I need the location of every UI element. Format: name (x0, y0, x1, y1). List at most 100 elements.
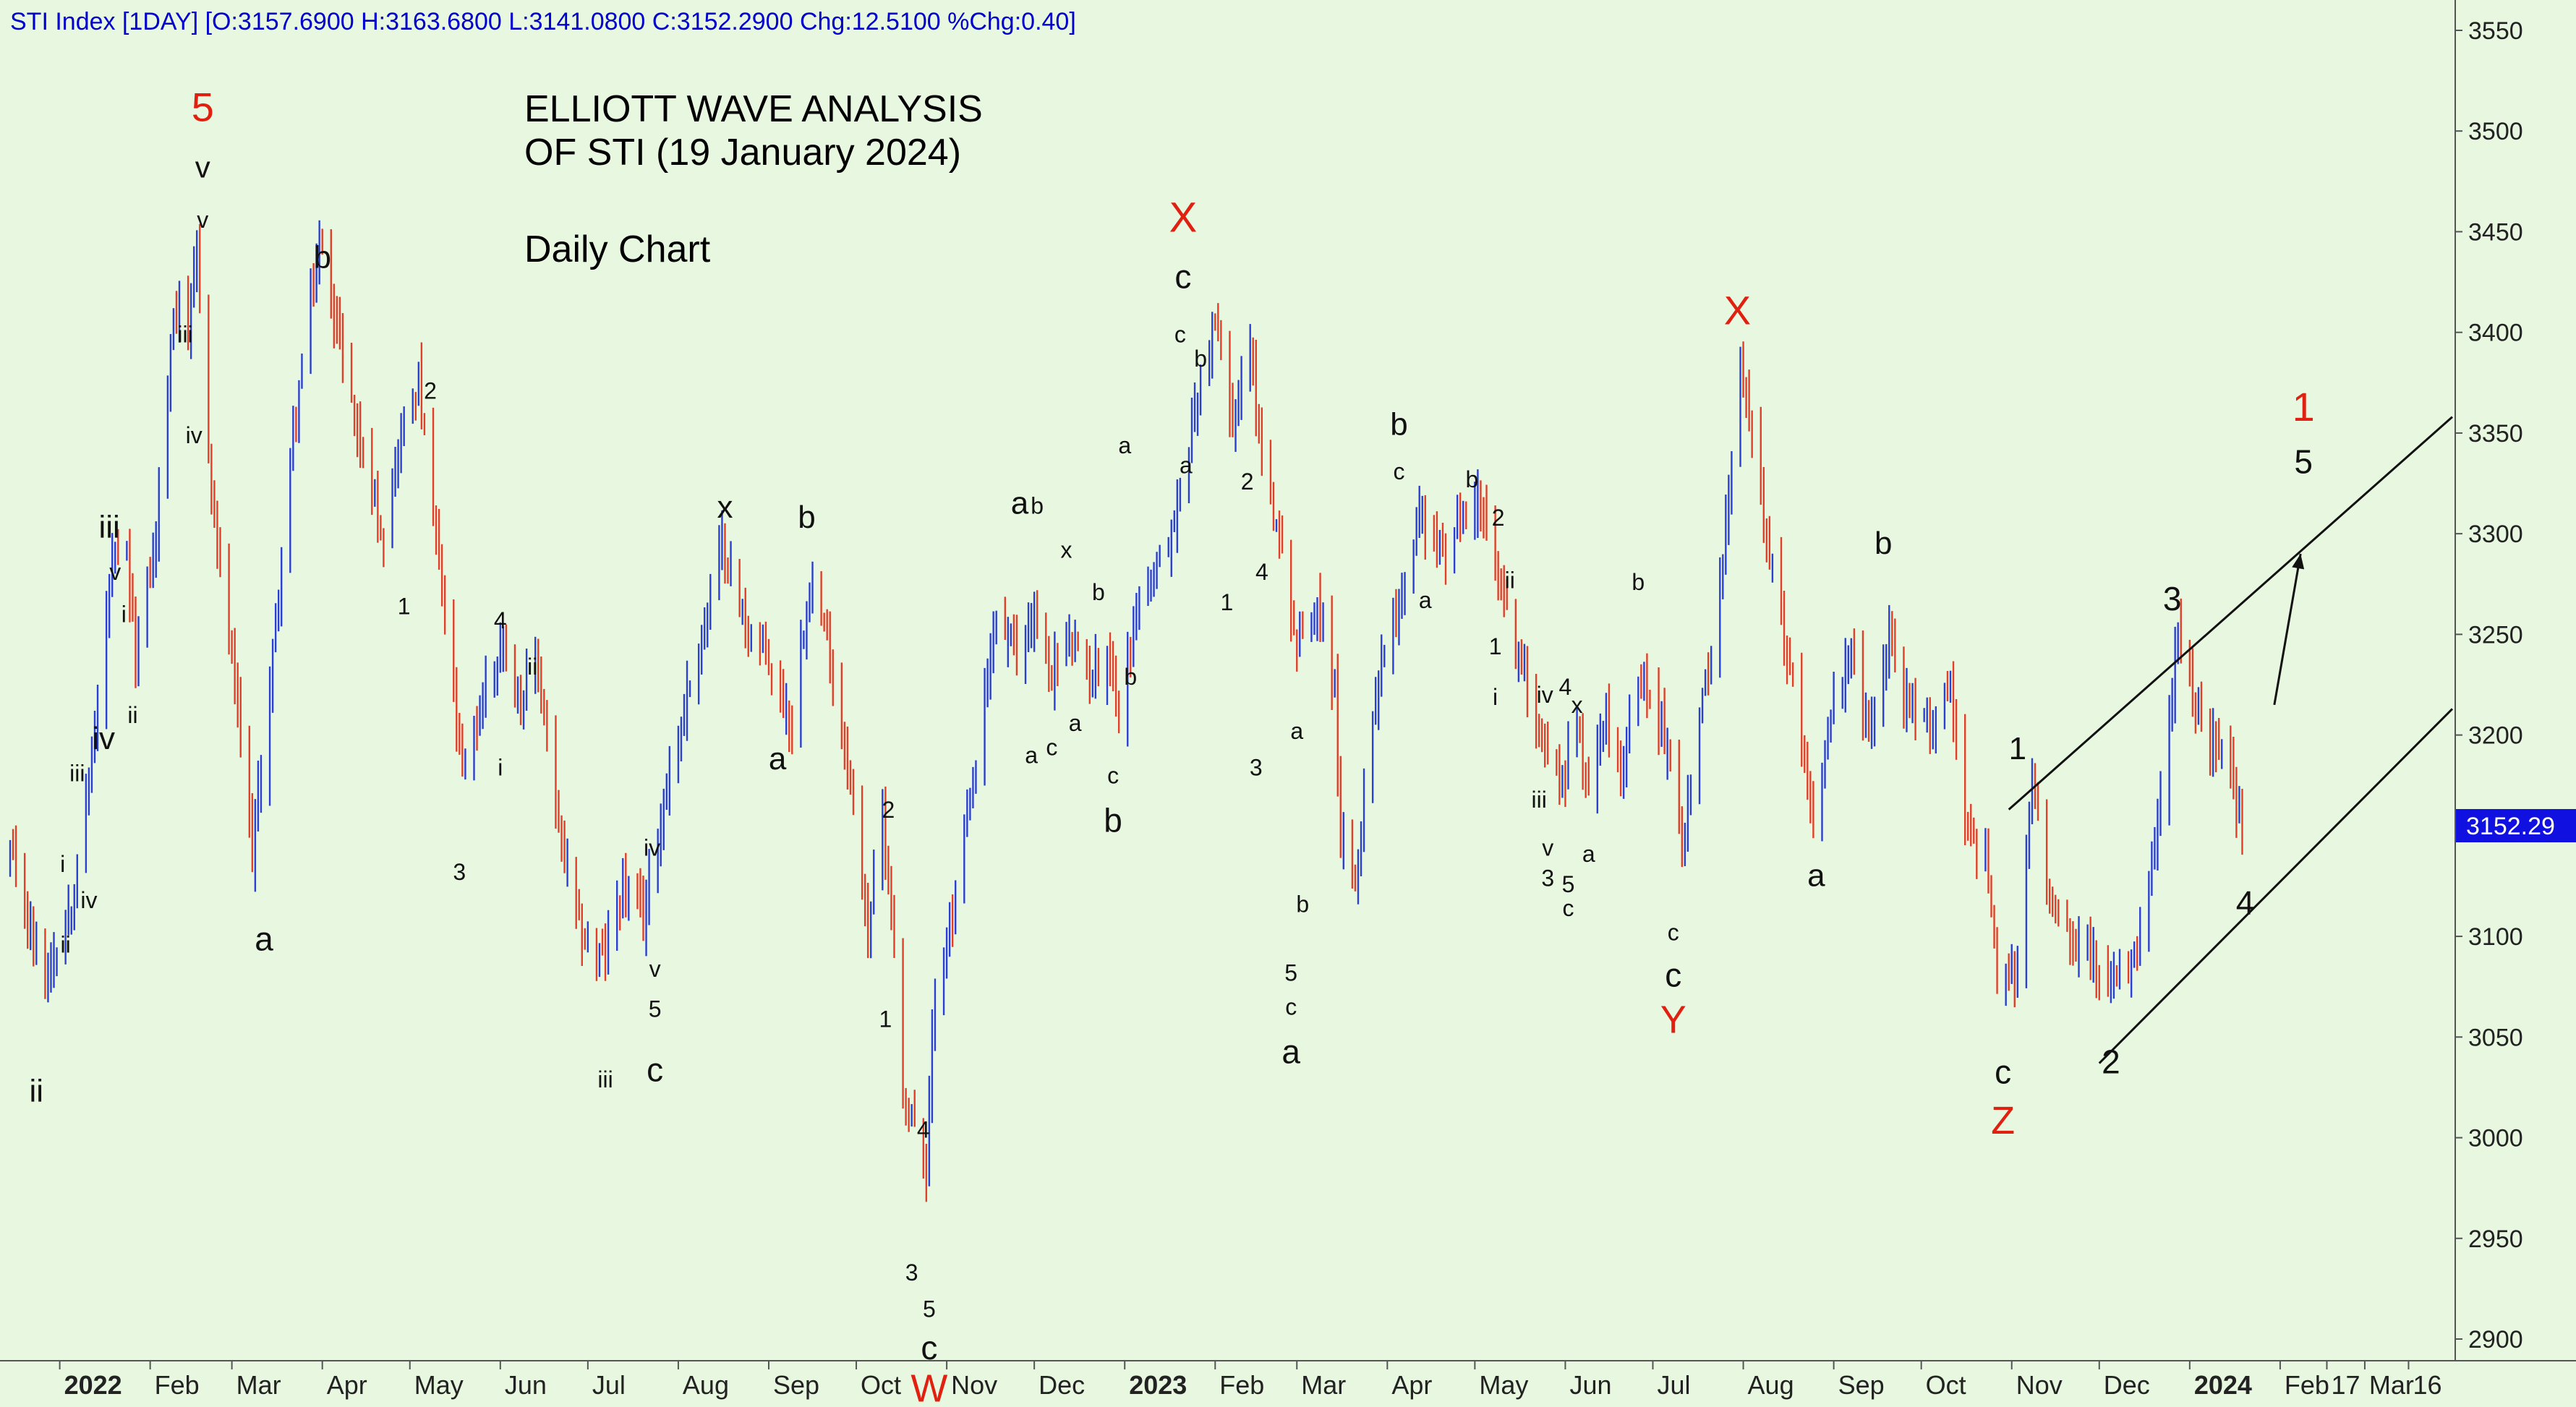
last-price-label: 3152.29 (2466, 813, 2555, 840)
y-tick-label: 3350 (2468, 420, 2523, 448)
x-tick-label: Aug (683, 1370, 729, 1400)
wave-label: iii (597, 1066, 613, 1092)
wave-label: iii (177, 322, 192, 348)
title-line-3: Daily Chart (524, 228, 711, 270)
price-bars (9, 220, 2243, 1202)
wave-label: 3 (2163, 580, 2182, 617)
x-tick-label: May (1479, 1370, 1528, 1400)
last-price-bg (2456, 809, 2576, 842)
wave-label: 1 (2009, 731, 2026, 766)
wave-label: c (1562, 895, 1574, 921)
x-tick-label: 17 (2331, 1370, 2360, 1400)
wave-label: 2 (2102, 1043, 2120, 1080)
y-tick-label: 2950 (2468, 1226, 2523, 1253)
wave-label: iii (99, 510, 120, 545)
wave-label: b (1194, 346, 1207, 372)
wave-label: 2 (1492, 505, 1505, 531)
wave-label: i (1493, 684, 1498, 710)
wave-label: c (1393, 458, 1404, 484)
x-tick-label: Nov (951, 1370, 997, 1400)
wave-label: 5 (1284, 959, 1297, 985)
wave-label: b (313, 240, 330, 275)
wave-label: 4 (494, 607, 507, 633)
wave-label: a (1419, 587, 1432, 613)
x-tick-label: May (414, 1370, 464, 1400)
wave-label: 4 (1559, 674, 1572, 700)
x-tick-label: Sep (1838, 1370, 1885, 1400)
wave-label: X (1724, 288, 1751, 333)
wave-label: v (195, 150, 210, 184)
y-tick-label: 3550 (2468, 17, 2523, 45)
wave-label: 1 (1221, 589, 1234, 615)
x-tick-label: Mar (1301, 1370, 1346, 1400)
wave-label: c (1174, 257, 1191, 295)
x-tick-label: Feb (155, 1370, 200, 1400)
chart-title: ELLIOTT WAVE ANALYSIS OF STI (19 January… (524, 88, 983, 270)
wave-label: v (109, 559, 121, 585)
wave-label: x (1571, 692, 1583, 718)
wave-label: x (1061, 537, 1072, 563)
wave-label: ii (1505, 567, 1515, 593)
x-tick-label: Feb (2285, 1370, 2329, 1400)
wave-label: a (1180, 453, 1193, 479)
y-tick-label: 3200 (2468, 722, 2523, 750)
wave-label: a (1807, 858, 1825, 893)
x-tick-label: Jun (1569, 1370, 1611, 1400)
x-tick-label: Oct (1926, 1370, 1966, 1400)
title-line-2: OF STI (19 January 2024) (524, 132, 961, 174)
wave-label: 1 (1489, 633, 1502, 659)
wave-label: 5 (2294, 443, 2313, 481)
trend-channel (2008, 416, 2454, 1064)
wave-label: iii (1531, 787, 1546, 813)
x-tick-label: Apr (327, 1370, 367, 1400)
x-tick-label: Nov (2016, 1370, 2063, 1400)
y-tick-label: 3500 (2468, 118, 2523, 145)
wave-label: c (1174, 322, 1186, 348)
y-tick-label: 3250 (2468, 621, 2523, 649)
wave-label: iii (69, 761, 85, 787)
wave-labels: 5vviiiivb21aiiiviiviiiiiiiviiii4iii3ivv5… (30, 84, 2315, 1407)
x-axis: 2022 Feb Mar Apr May Jun Jul Aug Sep Oct Nov Dec 202… (59, 1361, 2441, 1400)
wave-label: iv (644, 835, 660, 861)
wave-label: b (1296, 891, 1309, 918)
wave-label: a (255, 920, 273, 958)
wave-label: a (1582, 841, 1595, 867)
wave-label: ii (30, 1073, 44, 1108)
wave-label: iv (1537, 682, 1553, 708)
x-tick-label: Jul (1657, 1370, 1690, 1400)
wave-label: 4 (917, 1117, 930, 1143)
wave-label: iv (80, 887, 97, 913)
wave-label: c (647, 1051, 663, 1089)
wave-label: 4 (2236, 884, 2255, 921)
channel-line (2098, 708, 2454, 1064)
y-tick-label: 3400 (2468, 320, 2523, 347)
y-tick-label: 2900 (2468, 1326, 2523, 1353)
wave-label: b (1092, 579, 1105, 605)
x-tick-label: Feb (1219, 1370, 1264, 1400)
wave-label: 2 (1241, 469, 1254, 495)
wave-label: 5 (923, 1296, 936, 1322)
x-tick-label: 2023 (1129, 1370, 1187, 1400)
wave-label: x (717, 489, 733, 525)
wave-label: b (798, 500, 815, 535)
y-tick-label: 3450 (2468, 218, 2523, 246)
wave-label: 1 (879, 1006, 892, 1032)
wave-label: c (1995, 1053, 2011, 1090)
wave-label: 3 (453, 859, 466, 885)
wave-label: 2 (882, 797, 895, 823)
wave-label: ii (61, 931, 71, 957)
wave-label: 5 (649, 996, 662, 1022)
wave-label: a (1290, 718, 1303, 744)
title-line-1: ELLIOTT WAVE ANALYSIS (524, 88, 983, 130)
wave-label: a (1118, 432, 1131, 458)
wave-label: c (1046, 734, 1057, 760)
wave-label: b (1875, 526, 1892, 561)
wave-label: c (921, 1329, 937, 1367)
wave-label: b (1390, 407, 1407, 442)
x-tick-label: Apr (1391, 1370, 1432, 1400)
wave-label: 3 (905, 1260, 918, 1286)
x-tick-label: Dec (2104, 1370, 2150, 1400)
